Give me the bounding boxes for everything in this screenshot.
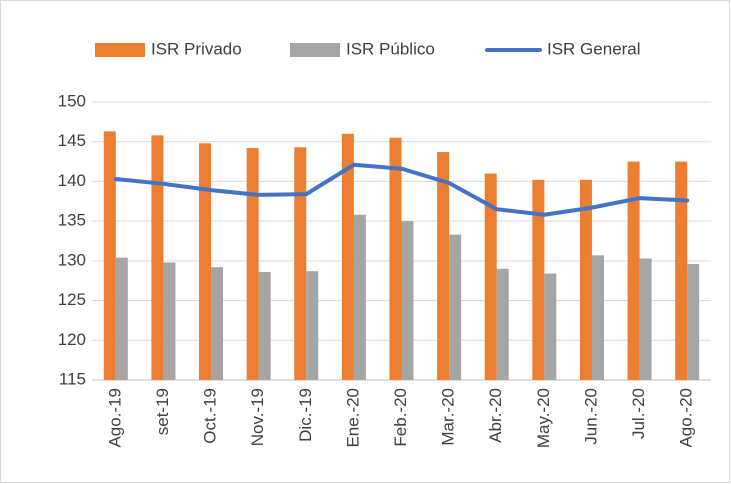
x-tick-label: Mar.-20 [439, 388, 458, 446]
x-tick-label: Abr.-20 [486, 388, 505, 443]
x-tick-label: Ago.-20 [677, 388, 696, 448]
bar [389, 137, 402, 380]
y-tick-label: 115 [59, 369, 86, 388]
y-tick-label: 130 [58, 250, 86, 269]
bar [294, 147, 307, 380]
bar [341, 133, 354, 380]
y-tick-label: 145 [58, 131, 86, 150]
x-tick-label: set-19 [153, 388, 172, 435]
bar [591, 255, 604, 380]
legend-swatch [290, 43, 340, 57]
bar [163, 262, 176, 380]
bar [258, 271, 271, 380]
bar [627, 161, 640, 380]
bar [115, 257, 128, 380]
bar [437, 152, 450, 380]
legend-label: ISR General [547, 39, 641, 58]
bar [687, 264, 700, 380]
x-tick-label: Feb.-20 [391, 388, 410, 447]
y-tick-label: 140 [58, 171, 86, 190]
bar [449, 234, 462, 380]
bar [199, 143, 212, 380]
x-tick-label: Oct.-19 [201, 388, 220, 444]
bar [496, 268, 509, 380]
bar [103, 131, 116, 380]
bar [579, 179, 592, 380]
x-tick-label: Ene.-20 [343, 388, 362, 448]
y-tick-label: 125 [58, 290, 86, 309]
x-tick-label: Ago.-19 [105, 388, 124, 448]
legend-label: ISR Privado [151, 39, 242, 58]
bar [151, 135, 164, 380]
bar [211, 267, 224, 380]
bar [246, 148, 259, 380]
legend-label: ISR Público [346, 39, 435, 58]
bar [401, 221, 414, 380]
bar [675, 161, 688, 380]
bar [532, 179, 545, 380]
bar [306, 271, 319, 380]
bar [639, 258, 652, 380]
legend-swatch [95, 43, 145, 57]
y-tick-label: 120 [58, 330, 86, 349]
y-tick-label: 150 [58, 91, 86, 110]
line [113, 162, 690, 217]
bar [484, 173, 497, 380]
x-tick-label: Jul.-20 [629, 388, 648, 439]
y-tick-label: 135 [58, 211, 86, 230]
x-tick-label: May.-20 [534, 388, 553, 448]
bar [544, 273, 557, 380]
x-tick-label: Jun.-20 [581, 388, 600, 445]
bar [353, 214, 366, 380]
x-tick-label: Nov.-19 [248, 388, 267, 446]
x-tick-label: Dic.-19 [296, 388, 315, 442]
